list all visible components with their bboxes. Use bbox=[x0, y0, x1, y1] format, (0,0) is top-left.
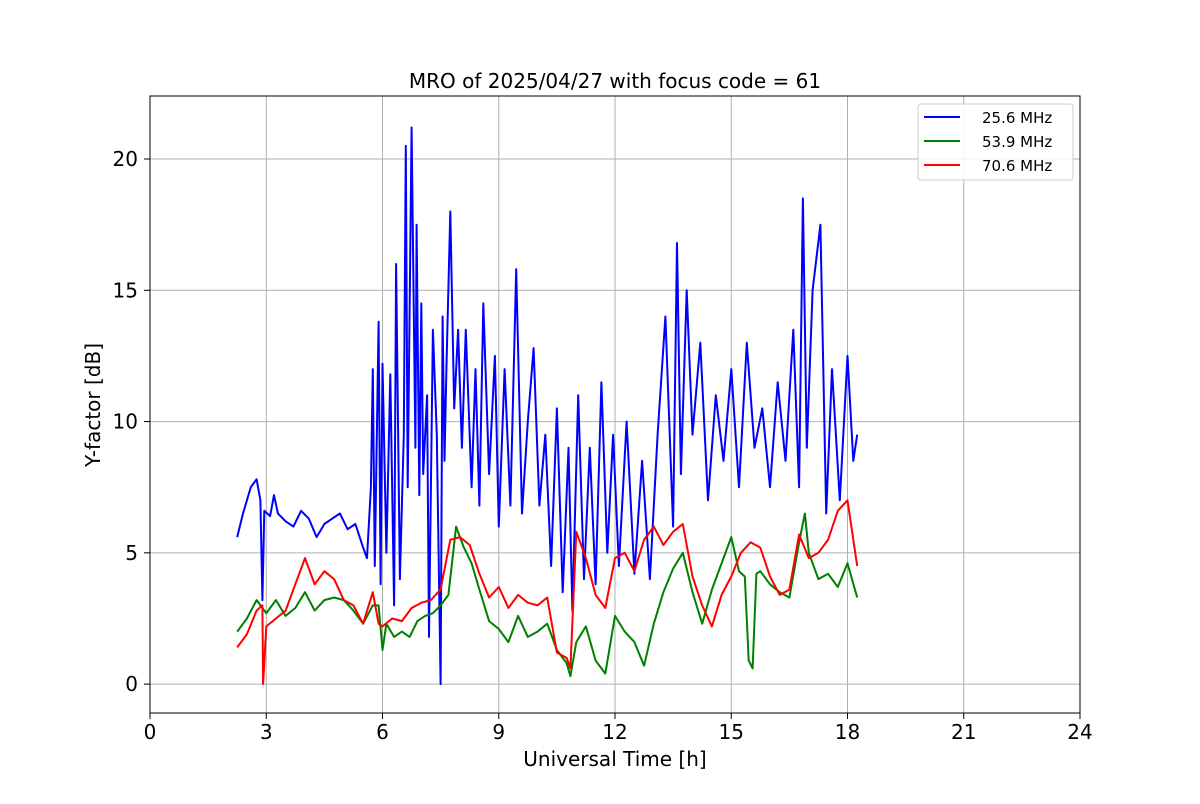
y-tick-label: 0 bbox=[125, 672, 138, 696]
x-tick-label: 9 bbox=[492, 720, 505, 744]
x-tick-label: 24 bbox=[1067, 720, 1092, 744]
x-tick-label: 0 bbox=[144, 720, 157, 744]
series-line-3 bbox=[236, 499, 859, 686]
y-axis-label: Y-factor [dB] bbox=[81, 343, 105, 468]
chart-title: MRO of 2025/04/27 with focus code = 61 bbox=[409, 69, 821, 93]
x-tick-label: 6 bbox=[376, 720, 389, 744]
axis-ticks: 0 3 6 9 12 15 18 21 24 0 5 10 15 20 bbox=[113, 147, 1093, 744]
y-tick-label: 20 bbox=[113, 147, 138, 171]
series-line-2 bbox=[236, 512, 859, 678]
x-tick-label: 12 bbox=[602, 720, 627, 744]
legend-box bbox=[917, 103, 1074, 181]
x-axis-label: Universal Time [h] bbox=[523, 747, 706, 771]
series-lines bbox=[236, 126, 859, 686]
x-tick-label: 3 bbox=[260, 720, 273, 744]
legend-label-3: 70.6 MHz bbox=[982, 157, 1052, 175]
legend-label-1: 25.6 MHz bbox=[982, 109, 1052, 127]
x-tick-label: 15 bbox=[719, 720, 744, 744]
x-tick-label: 18 bbox=[835, 720, 860, 744]
y-tick-label: 15 bbox=[113, 278, 138, 302]
series-line-1 bbox=[236, 126, 859, 686]
legend: 25.6 MHz 53.9 MHz 70.6 MHz bbox=[917, 103, 1074, 181]
y-tick-label: 5 bbox=[125, 541, 138, 565]
x-tick-label: 21 bbox=[951, 720, 976, 744]
legend-label-2: 53.9 MHz bbox=[982, 133, 1052, 151]
y-tick-label: 10 bbox=[113, 410, 138, 434]
